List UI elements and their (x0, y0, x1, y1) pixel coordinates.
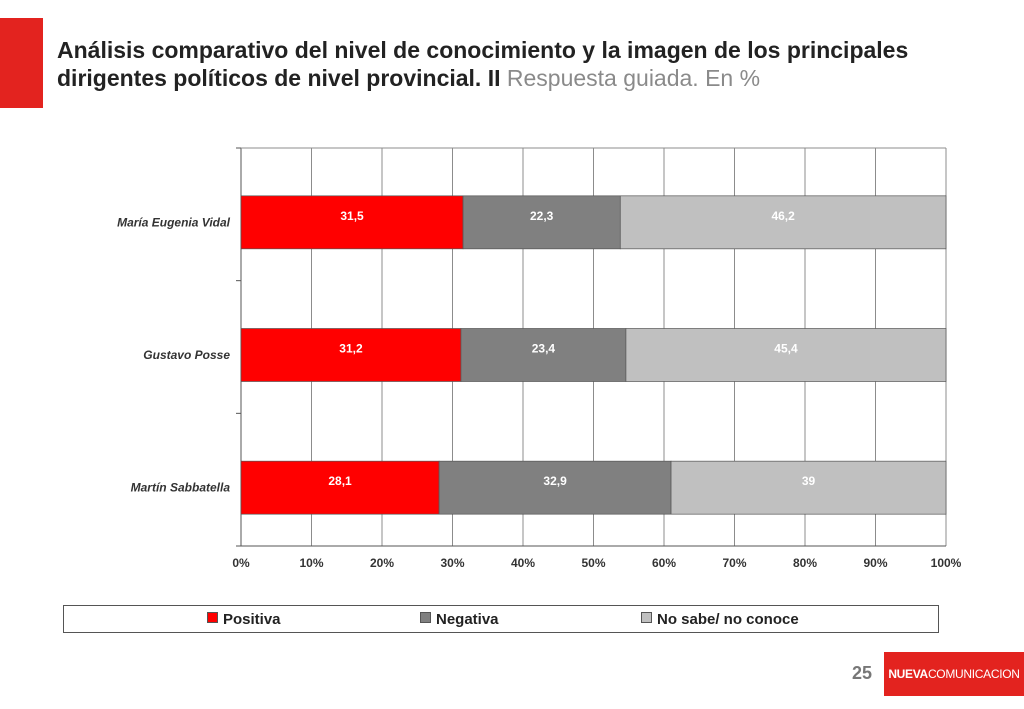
bar-segment (619, 195, 947, 250)
bar-data-label: 28,1 (328, 474, 352, 488)
stacked-bar-chart: 0% 10% 20% 30% 40% 50% 60% 70% 80% 90% 100% María E… (117, 147, 962, 570)
legend-label-negativa: Negativa (436, 611, 499, 628)
legend-item-negativa: Negativa (420, 611, 499, 628)
legend-swatch-no-sabe (641, 612, 652, 623)
x-tick-label: 10% (299, 556, 323, 570)
x-tick-label: 70% (722, 556, 746, 570)
bar-data-label: 45,4 (774, 342, 798, 356)
x-tick-label: 40% (511, 556, 535, 570)
x-tick-label: 50% (581, 556, 605, 570)
x-tick-label: 60% (652, 556, 676, 570)
bar-data-label: 39 (802, 474, 816, 488)
brand-logo: NUEVACOMUNICACION (884, 652, 1024, 696)
category-label: María Eugenia Vidal (117, 215, 231, 229)
legend-label-positiva: Positiva (223, 611, 281, 628)
page-number: 25 (852, 663, 873, 683)
legend-swatch-negativa (420, 612, 431, 623)
x-tick-label: 100% (931, 556, 962, 570)
x-tick-label: 30% (440, 556, 464, 570)
bar-segment (625, 328, 947, 382)
x-tick-label: 90% (863, 556, 887, 570)
x-tick-label: 80% (793, 556, 817, 570)
legend-item-positiva: Positiva (207, 611, 281, 628)
category-label: Martín Sabbatella (131, 481, 231, 495)
bar-data-label: 46,2 (771, 209, 795, 223)
page-title: Análisis comparativo del nivel de conoci… (57, 36, 1017, 92)
x-tick-label: 0% (232, 556, 250, 570)
legend-swatch-positiva (207, 612, 218, 623)
title-main: Análisis comparativo del nivel de conoci… (57, 37, 909, 91)
bar-data-label: 23,4 (532, 342, 556, 356)
bar-segment (462, 195, 621, 250)
category-label: Gustavo Posse (143, 348, 230, 362)
red-accent-block (0, 18, 43, 108)
x-tick-label: 20% (370, 556, 394, 570)
bar-segment (240, 460, 440, 515)
bar-segment (240, 328, 462, 382)
chart-legend: Positiva Negativa No sabe/ no conoce (63, 605, 939, 633)
bar-data-label: 31,5 (340, 209, 364, 223)
title-subtitle: Respuesta guiada. En % (506, 65, 761, 91)
bar-segment (460, 328, 627, 382)
brand-logo-rest: COMUNICACION (927, 667, 1020, 681)
bar-segment (240, 195, 464, 250)
bar-segment (438, 460, 672, 515)
bar-data-label: 22,3 (530, 209, 554, 223)
legend-item-no-sabe: No sabe/ no conoce (641, 611, 799, 628)
bar-data-label: 31,2 (339, 342, 363, 356)
brand-logo-bold: NUEVA (888, 667, 928, 681)
bar-data-label: 32,9 (543, 474, 567, 488)
legend-label-no-sabe: No sabe/ no conoce (657, 611, 799, 628)
bar-segment (670, 460, 947, 515)
